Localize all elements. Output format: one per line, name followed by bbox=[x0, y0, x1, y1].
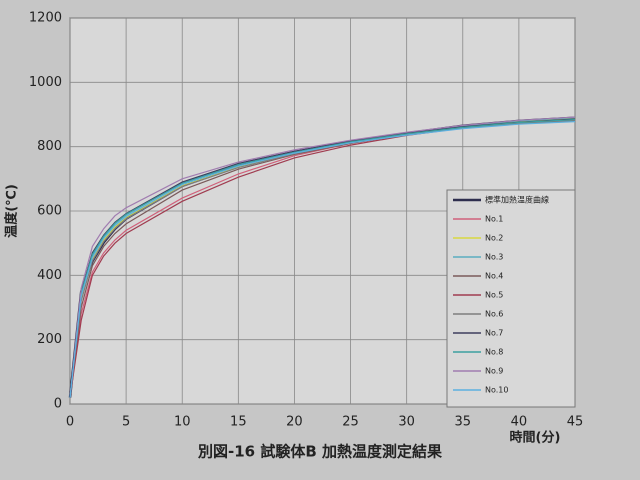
legend-label: No.6 bbox=[485, 310, 503, 319]
legend-label: No.9 bbox=[485, 367, 503, 376]
y-tick-label: 200 bbox=[37, 332, 62, 347]
x-tick-label: 20 bbox=[286, 415, 303, 430]
legend-label: No.2 bbox=[485, 234, 503, 243]
legend-label: No.7 bbox=[485, 329, 503, 338]
legend-label: No.5 bbox=[485, 291, 503, 300]
x-tick-label: 0 bbox=[66, 415, 74, 430]
x-tick-label: 45 bbox=[567, 415, 584, 430]
x-tick-label: 40 bbox=[511, 415, 528, 430]
x-tick-label: 25 bbox=[342, 415, 359, 430]
legend-label: No.1 bbox=[485, 215, 503, 224]
y-tick-label: 0 bbox=[54, 397, 62, 412]
y-axis-label: 温度(℃) bbox=[4, 184, 20, 238]
legend-label: No.8 bbox=[485, 348, 503, 357]
x-tick-label: 35 bbox=[455, 415, 472, 430]
legend-label: No.10 bbox=[485, 386, 508, 395]
y-tick-label: 400 bbox=[37, 268, 62, 283]
legend-label: No.4 bbox=[485, 272, 503, 281]
x-axis-label: 時間(分) bbox=[510, 430, 561, 446]
x-tick-label: 15 bbox=[230, 415, 247, 430]
series-line bbox=[69, 121, 576, 398]
y-tick-label: 1200 bbox=[29, 11, 62, 26]
legend-label: 標準加熱温度曲線 bbox=[485, 195, 549, 205]
x-tick-label: 30 bbox=[398, 415, 415, 430]
chart-title: 別図-16 試験体B 加熱温度測定結果 bbox=[197, 443, 443, 461]
y-tick-label: 1000 bbox=[29, 75, 62, 90]
series-line bbox=[69, 119, 576, 398]
x-tick-label: 10 bbox=[174, 415, 191, 430]
y-tick-label: 800 bbox=[37, 139, 62, 154]
legend-box bbox=[446, 189, 576, 408]
series-line bbox=[69, 118, 576, 398]
y-tick-label: 600 bbox=[37, 204, 62, 219]
series-line bbox=[69, 116, 576, 398]
legend-label: No.3 bbox=[485, 253, 503, 262]
x-tick-label: 5 bbox=[122, 415, 130, 430]
